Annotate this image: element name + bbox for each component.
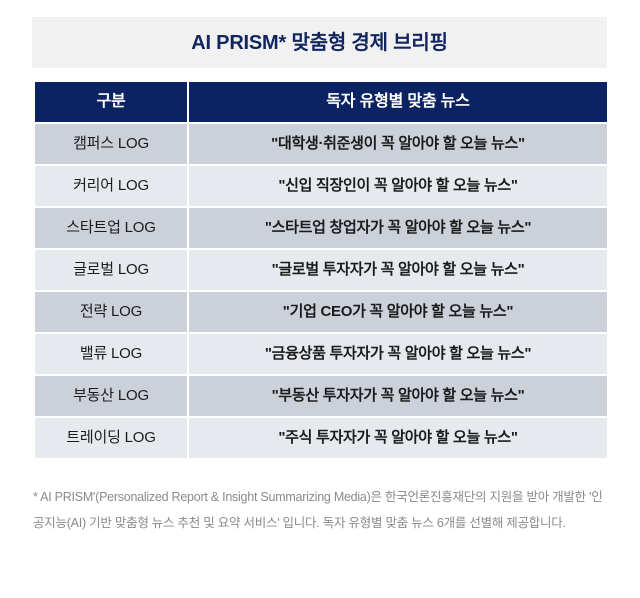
table-row: 밸류 LOG "금융상품 투자자가 꼭 알아야 할 오늘 뉴스": [35, 334, 607, 374]
cell-news: "신입 직장인이 꼭 알아야 할 오늘 뉴스": [189, 166, 607, 206]
table-row: 스타트업 LOG "스타트업 창업자가 꼭 알아야 할 오늘 뉴스": [35, 208, 607, 248]
cell-news: "기업 CEO가 꼭 알아야 할 오늘 뉴스": [189, 292, 607, 332]
table-row: 전략 LOG "기업 CEO가 꼭 알아야 할 오늘 뉴스": [35, 292, 607, 332]
cell-type: 글로벌 LOG: [35, 250, 187, 290]
cell-news: "부동산 투자자가 꼭 알아야 할 오늘 뉴스": [189, 376, 607, 416]
page-title-bar: AI PRISM* 맞춤형 경제 브리핑: [32, 17, 607, 68]
table-row: 부동산 LOG "부동산 투자자가 꼭 알아야 할 오늘 뉴스": [35, 376, 607, 416]
table-row: 커리어 LOG "신입 직장인이 꼭 알아야 할 오늘 뉴스": [35, 166, 607, 206]
cell-news: "글로벌 투자자가 꼭 알아야 할 오늘 뉴스": [189, 250, 607, 290]
table-row: 캠퍼스 LOG "대학생·취준생이 꼭 알아야 할 오늘 뉴스": [35, 124, 607, 164]
cell-type: 트레이딩 LOG: [35, 418, 187, 458]
cell-type: 밸류 LOG: [35, 334, 187, 374]
cell-type: 부동산 LOG: [35, 376, 187, 416]
cell-type: 커리어 LOG: [35, 166, 187, 206]
column-header-news: 독자 유형별 맞춤 뉴스: [189, 82, 607, 122]
table-row: 글로벌 LOG "글로벌 투자자가 꼭 알아야 할 오늘 뉴스": [35, 250, 607, 290]
table-body: 캠퍼스 LOG "대학생·취준생이 꼭 알아야 할 오늘 뉴스" 커리어 LOG…: [35, 124, 607, 458]
cell-type: 전략 LOG: [35, 292, 187, 332]
footnote-text: * AI PRISM'(Personalized Report & Insigh…: [33, 490, 603, 530]
table-header: 구분 독자 유형별 맞춤 뉴스: [35, 82, 607, 122]
cell-news: "스타트업 창업자가 꼭 알아야 할 오늘 뉴스": [189, 208, 607, 248]
table-row: 트레이딩 LOG "주식 투자자가 꼭 알아야 할 오늘 뉴스": [35, 418, 607, 458]
column-header-type: 구분: [35, 82, 187, 122]
page-title: AI PRISM* 맞춤형 경제 브리핑: [191, 31, 448, 54]
reader-type-news-table: 구분 독자 유형별 맞춤 뉴스 캠퍼스 LOG "대학생·취준생이 꼭 알아야 …: [33, 80, 609, 460]
cell-type: 스타트업 LOG: [35, 208, 187, 248]
cell-news: "대학생·취준생이 꼭 알아야 할 오늘 뉴스": [189, 124, 607, 164]
table-header-row: 구분 독자 유형별 맞춤 뉴스: [35, 82, 607, 122]
cell-news: "금융상품 투자자가 꼭 알아야 할 오늘 뉴스": [189, 334, 607, 374]
cell-type: 캠퍼스 LOG: [35, 124, 187, 164]
cell-news: "주식 투자자가 꼭 알아야 할 오늘 뉴스": [189, 418, 607, 458]
